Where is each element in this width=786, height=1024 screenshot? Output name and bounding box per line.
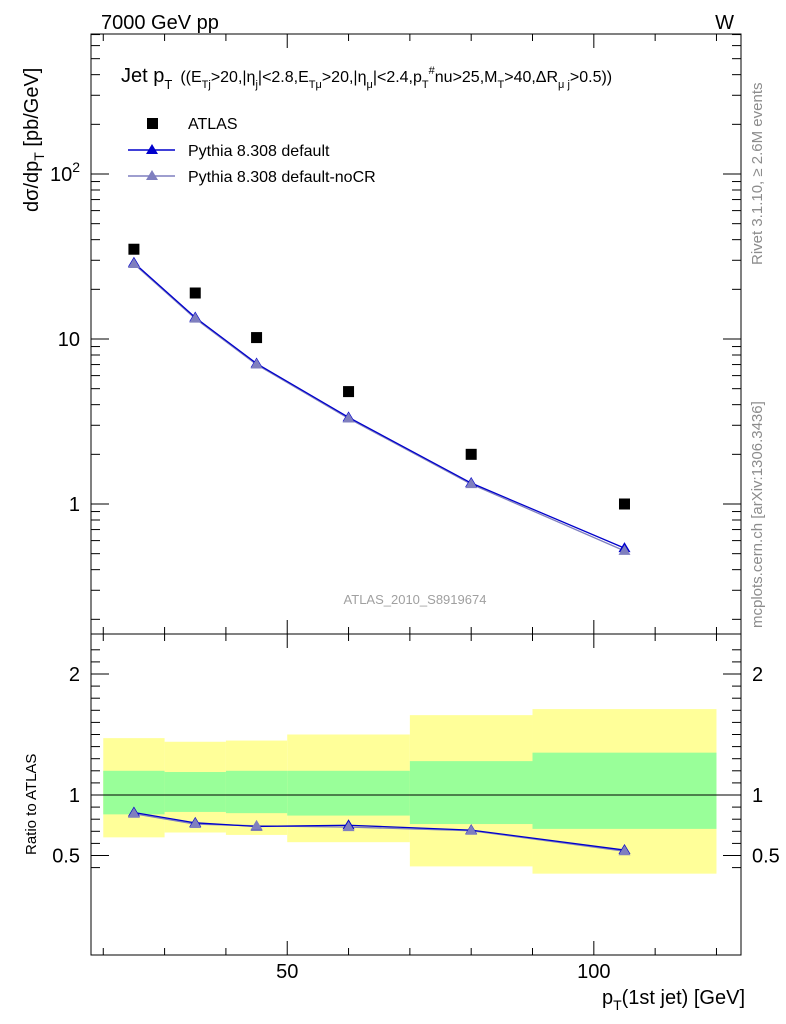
header-left: 7000 GeV pp	[101, 12, 219, 34]
legend-default-marker	[146, 144, 158, 154]
header-right: W	[715, 12, 734, 34]
main-point-nocr	[127, 257, 140, 268]
main-point-atlas	[189, 287, 201, 299]
ratio-panel: 2 2 1 1 0.5 0.5 50 100 Ratio to ATLAS	[23, 633, 780, 983]
ratio-point-nocr	[618, 845, 631, 856]
main-point-nocr	[342, 412, 355, 423]
main-y-tick-label: 102	[50, 159, 80, 186]
source-label: mcplots.cern.ch [arXiv:1306.3436]	[749, 401, 766, 628]
legend: ATLAS Pythia 8.308 default Pythia 8.308 …	[128, 116, 376, 186]
main-point-atlas	[251, 332, 263, 344]
ratio-y-tick-label: 1	[69, 785, 80, 807]
ratio-point-nocr	[250, 819, 263, 830]
main-y-tick-label: 10	[58, 329, 80, 351]
x-tick-label: 50	[276, 961, 298, 983]
main-y-axis-label: dσ/dpT [pb/GeV]	[21, 68, 47, 212]
main-marks	[127, 243, 631, 555]
ratio-band-green	[164, 772, 226, 812]
ratio-point-nocr	[342, 821, 355, 832]
ratio-marks	[127, 806, 631, 856]
x-tick-label: 100	[577, 961, 610, 983]
legend-atlas-marker	[147, 118, 158, 129]
main-line-default	[133, 262, 625, 549]
ratio-y-tick-label-right: 2	[752, 664, 763, 686]
plot-title: Jet pT ((ETj>20,|ηj|<2.8,ETμ>20,|ημ|<2.4,…	[121, 65, 612, 92]
ratio-y-tick-label: 2	[69, 664, 80, 686]
main-ticks: 102 10 1	[50, 34, 741, 634]
main-panel: 102 10 1 Jet pT ((ETj>20,|ηj|<2.8,ETμ>20,|η…	[21, 33, 742, 635]
main-point-atlas	[343, 386, 355, 398]
ratio-band-green	[287, 770, 410, 816]
legend-nocr-marker	[146, 170, 158, 180]
main-point-atlas	[128, 243, 140, 255]
ratio-line-default	[133, 811, 625, 851]
ratio-y-tick-label-right: 1	[752, 785, 763, 807]
legend-nocr-label: Pythia 8.308 default-noCR	[188, 169, 376, 186]
x-axis-label: pT(1st jet) [GeV]	[602, 987, 745, 1013]
ratio-y-axis-label: Ratio to ATLAS	[23, 754, 40, 855]
ratio-band-green	[409, 761, 533, 825]
main-line-nocr	[133, 263, 625, 552]
main-point-nocr	[618, 544, 631, 555]
main-point-atlas	[618, 498, 630, 510]
analysis-watermark: ATLAS_2010_S8919674	[344, 592, 487, 607]
ratio-point-nocr	[127, 807, 140, 818]
ratio-point-nocr	[465, 824, 478, 835]
ratio-y-tick-label-right: 0.5	[752, 846, 780, 868]
rivet-version-label: Rivet 3.1.10, ≥ 2.6M events	[749, 83, 766, 266]
legend-default-label: Pythia 8.308 default	[188, 143, 330, 160]
ratio-ticks: 2 2 1 1 0.5 0.5 50 100	[52, 634, 780, 983]
main-point-nocr	[465, 478, 478, 489]
ratio-band-green	[532, 752, 717, 829]
main-point-nocr	[250, 358, 263, 369]
legend-atlas-label: ATLAS	[188, 116, 238, 133]
main-y-tick-label: 1	[69, 494, 80, 516]
ratio-y-tick-label: 0.5	[52, 846, 80, 868]
main-point-atlas	[465, 448, 477, 460]
main-point-nocr	[189, 312, 202, 323]
ratio-point-nocr	[189, 818, 202, 829]
ratio-band-green	[225, 770, 288, 814]
ratio-bands	[91, 709, 741, 874]
